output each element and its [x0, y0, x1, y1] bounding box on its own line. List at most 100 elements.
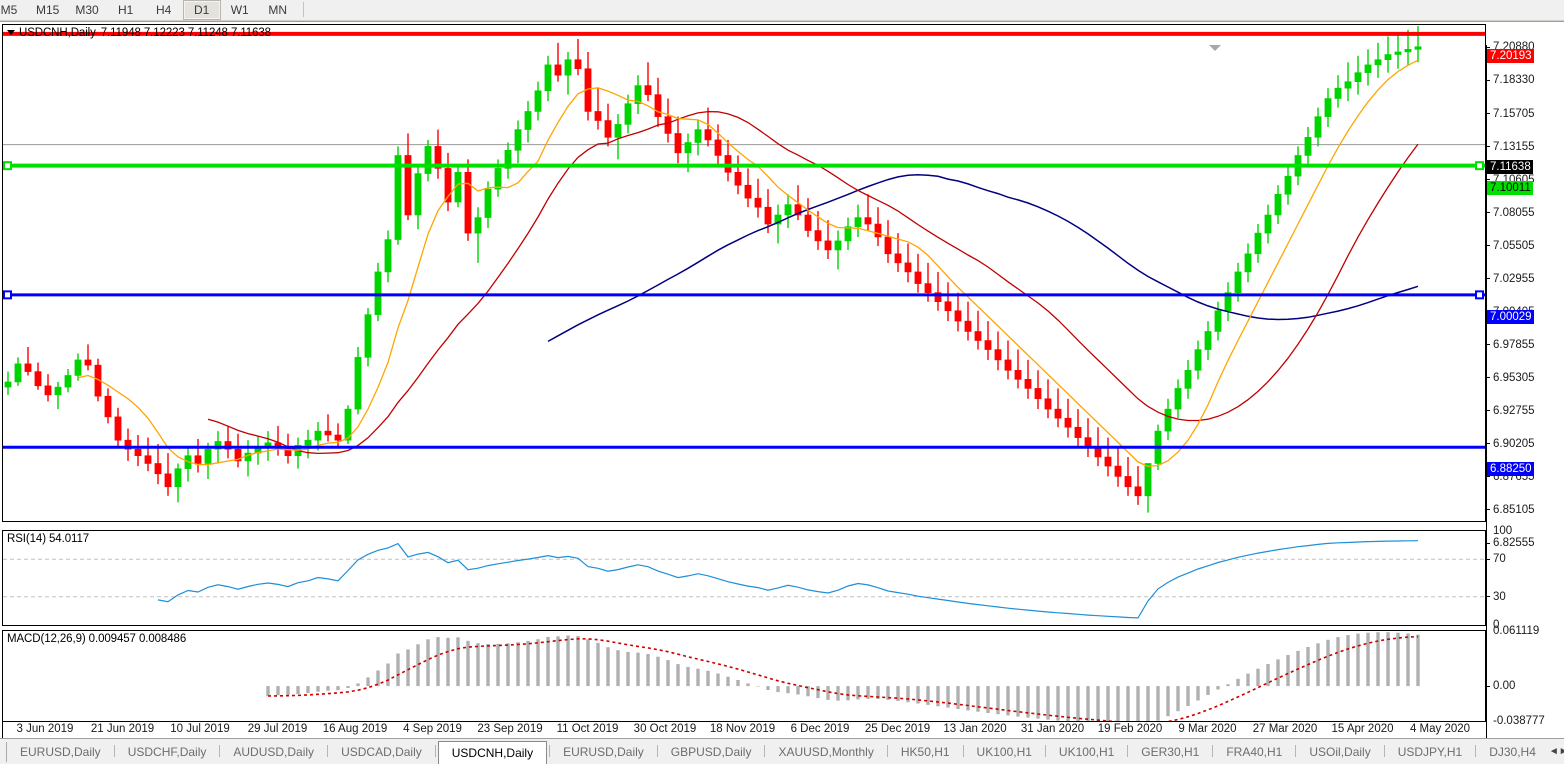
- tick-value: 0.00: [1493, 680, 1516, 693]
- resistance-line-label: 7.20193: [1487, 48, 1534, 63]
- timeframe-label: D1: [194, 3, 210, 17]
- chart-tab-fra40-h1[interactable]: FRA40,H1: [1213, 739, 1295, 764]
- symbol-label: USDCNH,Daily: [19, 27, 96, 39]
- chart-tab-uk100-h1[interactable]: UK100,H1: [1046, 739, 1127, 764]
- price-chart-pane[interactable]: USDCNH,Daily 7.11948 7.12223 7.11248 7.11…: [2, 24, 1486, 522]
- price-scale-border: [1486, 45, 1487, 740]
- tab-label: AUDUSD,Daily: [233, 744, 315, 759]
- tick-dash: [1486, 377, 1490, 379]
- rsi-tick: 0: [1486, 619, 1499, 631]
- tick-dash: [1486, 245, 1490, 247]
- tick-value: 7.18330: [1493, 73, 1535, 86]
- tab-label: UK100,H1: [1058, 744, 1115, 759]
- chart-tab-usdchf-daily[interactable]: USDCHF,Daily: [115, 739, 220, 764]
- timeframe-button-m5[interactable]: M5: [0, 0, 28, 20]
- price-pane-title: USDCNH,Daily 7.11948 7.12223 7.11248 7.11…: [7, 27, 271, 39]
- date-tick-label: 16 Aug 2019: [322, 723, 388, 735]
- last-price-label: 7.11638: [1487, 159, 1533, 174]
- chevron-down-icon[interactable]: [7, 30, 15, 36]
- chart-tab-audusd-daily[interactable]: AUDUSD,Daily: [220, 739, 327, 764]
- price-tick: 6.90205: [1486, 438, 1535, 450]
- chart-tab-bar[interactable]: EURUSD,Daily USDCHF,Daily AUDUSD,Daily USDC…: [0, 738, 1564, 764]
- macd-tick: -0.038777: [1486, 715, 1545, 727]
- timeframe-label: W1: [230, 3, 249, 17]
- chart-tab-ger30-h1[interactable]: GER30,H1: [1128, 739, 1212, 764]
- tick-dash: [1486, 410, 1490, 412]
- timeframe-button-h4[interactable]: H4: [144, 0, 183, 20]
- tab-scroll-left-icon[interactable]: ◄: [1548, 746, 1559, 757]
- tick-dash: [1486, 79, 1490, 81]
- timeframe-toolbar: M5 M15 M30 H1 H4 D1 W1 MN: [0, 0, 1564, 21]
- tick-value: 7.08055: [1493, 206, 1535, 219]
- date-scale[interactable]: 3 Jun 2019 21 Jun 2019 10 Jul 2019 29 Jul 2…: [2, 722, 1486, 739]
- tab-label: DJ30,H4: [1489, 744, 1536, 759]
- tab-divider: [1127, 745, 1129, 757]
- tab-divider: [327, 745, 329, 757]
- date-tick-label: 30 Oct 2019: [633, 723, 697, 735]
- macd-tick: 0.061119: [1486, 625, 1539, 637]
- chart-top-marker-icon: [1209, 45, 1221, 51]
- tick-value: 7.02955: [1493, 272, 1535, 285]
- tab-divider: [764, 745, 766, 757]
- price-tick: 7.05505: [1486, 240, 1535, 252]
- price-tick: 6.82555: [1486, 537, 1535, 549]
- chart-tab-usdcnh-daily[interactable]: USDCNH,Daily: [437, 741, 548, 764]
- date-tick-label: 25 Dec 2019: [864, 723, 931, 735]
- date-tick-label: 21 Jun 2019: [90, 723, 155, 735]
- timeframe-label: MN: [268, 3, 288, 17]
- chart-tab-eurusd-daily[interactable]: EURUSD,Daily: [550, 739, 657, 764]
- date-tick-label: 10 Jul 2019: [170, 723, 230, 735]
- tick-dash: [1486, 476, 1490, 478]
- chart-tab-xauusd-monthly[interactable]: XAUUSD,Monthly: [765, 739, 886, 764]
- tick-dash: [1486, 46, 1490, 48]
- macd-plot: [266, 632, 1420, 721]
- date-tick-label: 4 May 2020: [1409, 723, 1471, 735]
- tick-dash: [1486, 344, 1490, 346]
- chart-tab-hk50-h1[interactable]: HK50,H1: [888, 739, 963, 764]
- tab-label: EURUSD,Daily: [20, 744, 101, 759]
- tab-divider: [1295, 745, 1297, 757]
- date-tick-label: 13 Jan 2020: [943, 723, 1007, 735]
- rsi-pane-title: RSI(14) 54.0117: [7, 533, 90, 545]
- tick-value: 0: [1493, 618, 1500, 631]
- chart-tab-usdcad-daily[interactable]: USDCAD,Daily: [328, 739, 435, 764]
- tick-dash: [1486, 113, 1490, 115]
- tab-scroll-right-icon[interactable]: ►: [1558, 746, 1564, 757]
- toolbar-separator: [302, 2, 304, 17]
- timeframe-button-mn[interactable]: MN: [258, 0, 297, 20]
- timeframe-label: H1: [118, 3, 134, 17]
- tick-value: 6.85105: [1493, 503, 1535, 516]
- chart-tab-usoil-daily[interactable]: USOil,Daily: [1296, 739, 1383, 764]
- tick-dash: [1486, 146, 1490, 148]
- date-tick-label: 6 Dec 2019: [790, 723, 850, 735]
- tab-label: GER30,H1: [1141, 744, 1200, 759]
- rsi-tick: 100: [1486, 525, 1512, 537]
- tab-label: USOil,Daily: [1309, 744, 1371, 759]
- rsi-pane[interactable]: RSI(14) 54.0117: [2, 530, 1486, 626]
- tab-label: FRA40,H1: [1226, 744, 1283, 759]
- timeframe-button-m15[interactable]: M15: [28, 0, 68, 20]
- timeframe-button-m30[interactable]: M30: [67, 0, 107, 20]
- price-tick: 7.02955: [1486, 273, 1535, 285]
- tick-value: 0.061119: [1493, 624, 1540, 637]
- timeframe-button-h1[interactable]: H1: [106, 0, 145, 20]
- price-scale[interactable]: 7.208807.183307.157057.131557.106057.080…: [1486, 41, 1564, 740]
- tick-value: 6.92755: [1493, 404, 1535, 417]
- timeframe-button-w1[interactable]: W1: [220, 0, 259, 20]
- chart-tab-gbpusd-daily[interactable]: GBPUSD,Daily: [658, 739, 765, 764]
- macd-pane[interactable]: MACD(12,26,9) 0.009457 0.008486: [2, 630, 1486, 722]
- timeframe-button-d1[interactable]: D1: [182, 0, 221, 20]
- chart-area[interactable]: USDCNH,Daily 7.11948 7.12223 7.11248 7.11…: [0, 21, 1564, 740]
- tab-divider: [434, 745, 436, 757]
- price-tick: 7.15705: [1486, 108, 1535, 120]
- tab-divider: [219, 745, 221, 757]
- tick-value: 100: [1493, 524, 1513, 537]
- green-line-label: 7.10011: [1487, 180, 1533, 195]
- date-tick-label: 19 Feb 2020: [1097, 723, 1163, 735]
- date-tick-label: 31 Jan 2020: [1020, 723, 1085, 735]
- chart-tab-dj30-h4[interactable]: DJ30,H4: [1476, 739, 1549, 764]
- tab-divider: [656, 745, 658, 757]
- chart-tab-eurusd-daily[interactable]: EURUSD,Daily: [7, 739, 114, 764]
- chart-tab-usdjpy-h1[interactable]: USDJPY,H1: [1385, 739, 1475, 764]
- chart-tab-uk100-h1[interactable]: UK100,H1: [964, 739, 1045, 764]
